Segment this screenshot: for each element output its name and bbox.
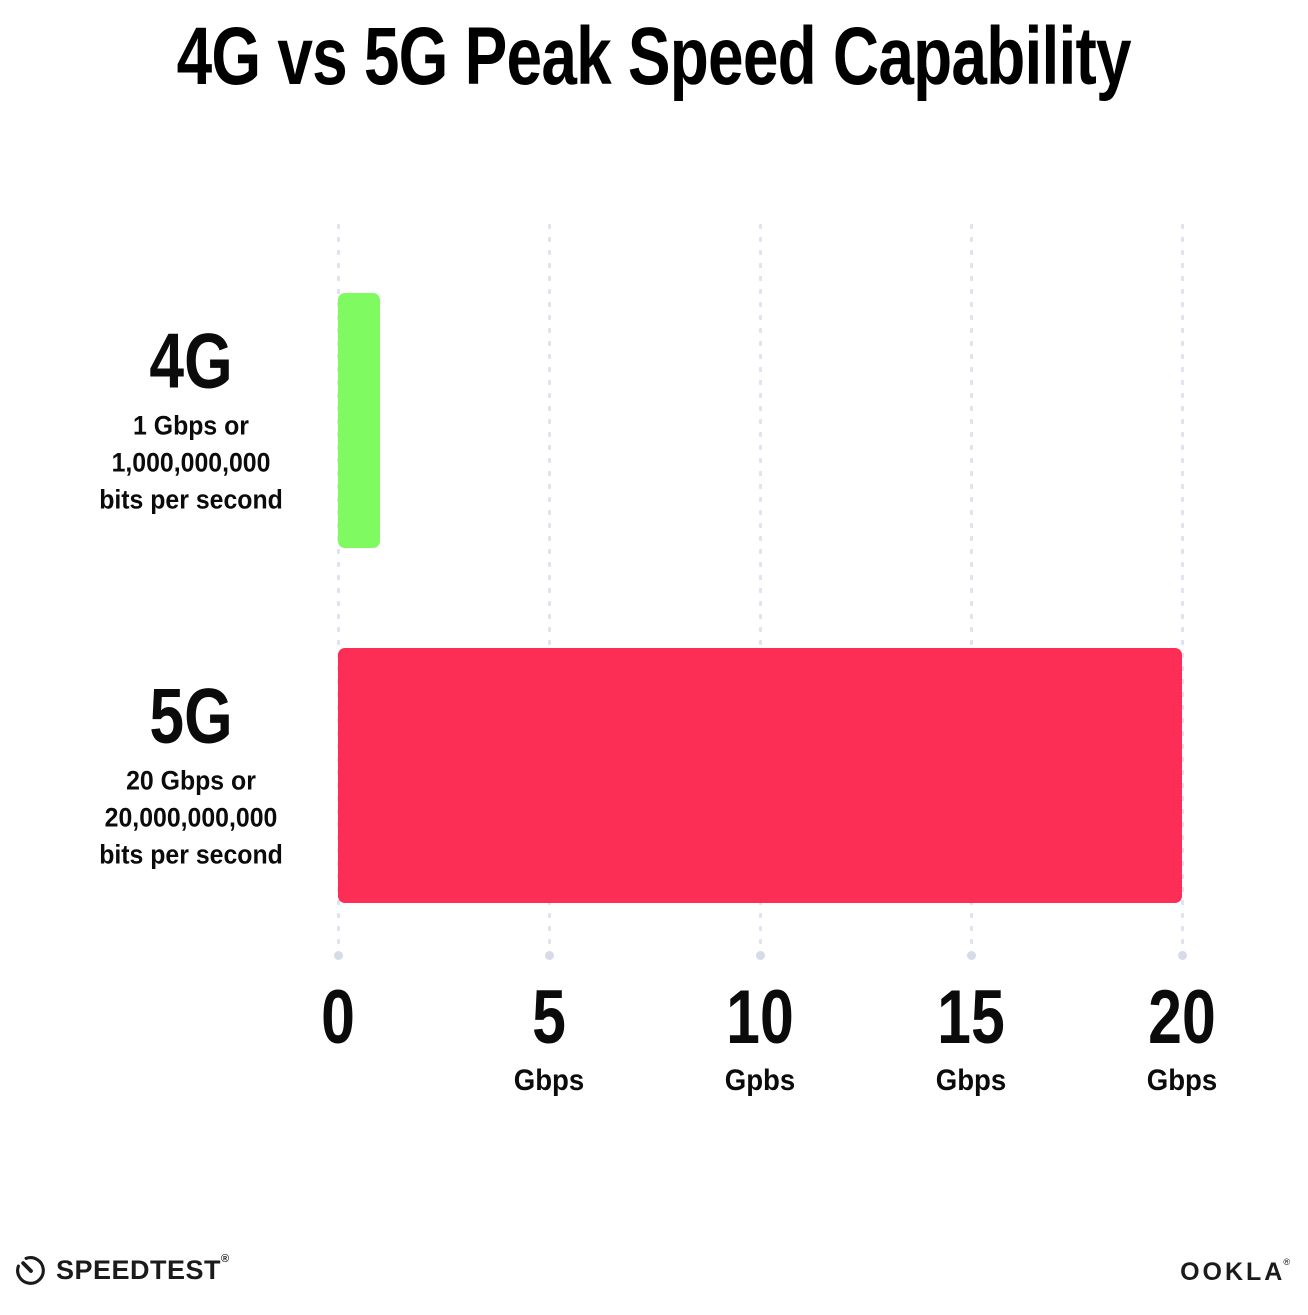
tick-unit: Gbps	[513, 1064, 585, 1097]
speedtest-logo: SPEEDTEST®	[14, 1253, 230, 1287]
tick-number: 0	[321, 975, 355, 1060]
ookla-trademark: ®	[1283, 1257, 1290, 1267]
gridline-end-dot-0	[333, 951, 343, 960]
row-description-line: 1,000,000,000	[111, 447, 271, 478]
gridline-0	[336, 220, 340, 948]
row-description-line: 1 Gbps or	[133, 410, 249, 441]
x-tick-20: 20 Gbps	[1140, 980, 1225, 1096]
row-label-5g: 5G 20 Gbps or 20,000,000,000 bits per secon…	[52, 677, 330, 874]
tick-number: 5	[532, 975, 566, 1060]
bar-5g	[338, 648, 1182, 903]
gridline-10	[758, 220, 762, 948]
row-description-line: bits per second	[99, 484, 283, 515]
tick-unit: Gbps	[935, 1064, 1007, 1097]
gridline-end-dot-10	[755, 951, 765, 960]
x-tick-0: 0	[317, 980, 359, 1056]
gridline-end-dot-20	[1177, 951, 1187, 960]
speedtest-trademark: ®	[221, 1253, 230, 1265]
gridline-end-dot-5	[544, 951, 554, 960]
tick-number: 10	[726, 975, 794, 1060]
speedtest-wordmark: SPEEDTEST®	[56, 1253, 230, 1286]
ookla-logo: OOKLA ®	[1180, 1257, 1292, 1287]
row-name: 5G	[149, 671, 233, 760]
x-tick-10: 10 Gpbs	[718, 980, 803, 1096]
bar-4g	[338, 293, 380, 548]
tick-unit: Gbps	[1146, 1064, 1218, 1097]
row-description-line: bits per second	[99, 839, 283, 870]
row-description-line: 20,000,000,000	[104, 802, 278, 833]
tick-number: 20	[1148, 975, 1216, 1060]
row-description: 20 Gbps or 20,000,000,000 bits per second	[63, 763, 319, 874]
row-description-line: 20 Gbps or	[126, 765, 256, 796]
row-name: 4G	[149, 316, 233, 405]
chart-title-text: 4G vs 5G Peak Speed Capability	[176, 11, 1132, 102]
x-tick-5: 5 Gbps	[511, 980, 588, 1096]
row-label-4g: 4G 1 Gbps or 1,000,000,000 bits per second	[52, 322, 330, 519]
gridline-15	[969, 220, 973, 948]
row-description: 1 Gbps or 1,000,000,000 bits per second	[63, 408, 319, 519]
x-tick-15: 15 Gbps	[929, 980, 1014, 1096]
speedtest-label: SPEEDTEST	[56, 1255, 222, 1285]
chart-title: 4G vs 5G Peak Speed Capability	[0, 10, 1308, 104]
gridline-20	[1180, 220, 1184, 948]
tick-number: 15	[937, 975, 1005, 1060]
speedometer-icon	[16, 1256, 45, 1285]
ookla-label: OOKLA	[1180, 1258, 1286, 1286]
gridline-end-dot-15	[966, 951, 976, 960]
tick-unit: Gpbs	[724, 1064, 796, 1097]
gridline-5	[547, 220, 551, 948]
